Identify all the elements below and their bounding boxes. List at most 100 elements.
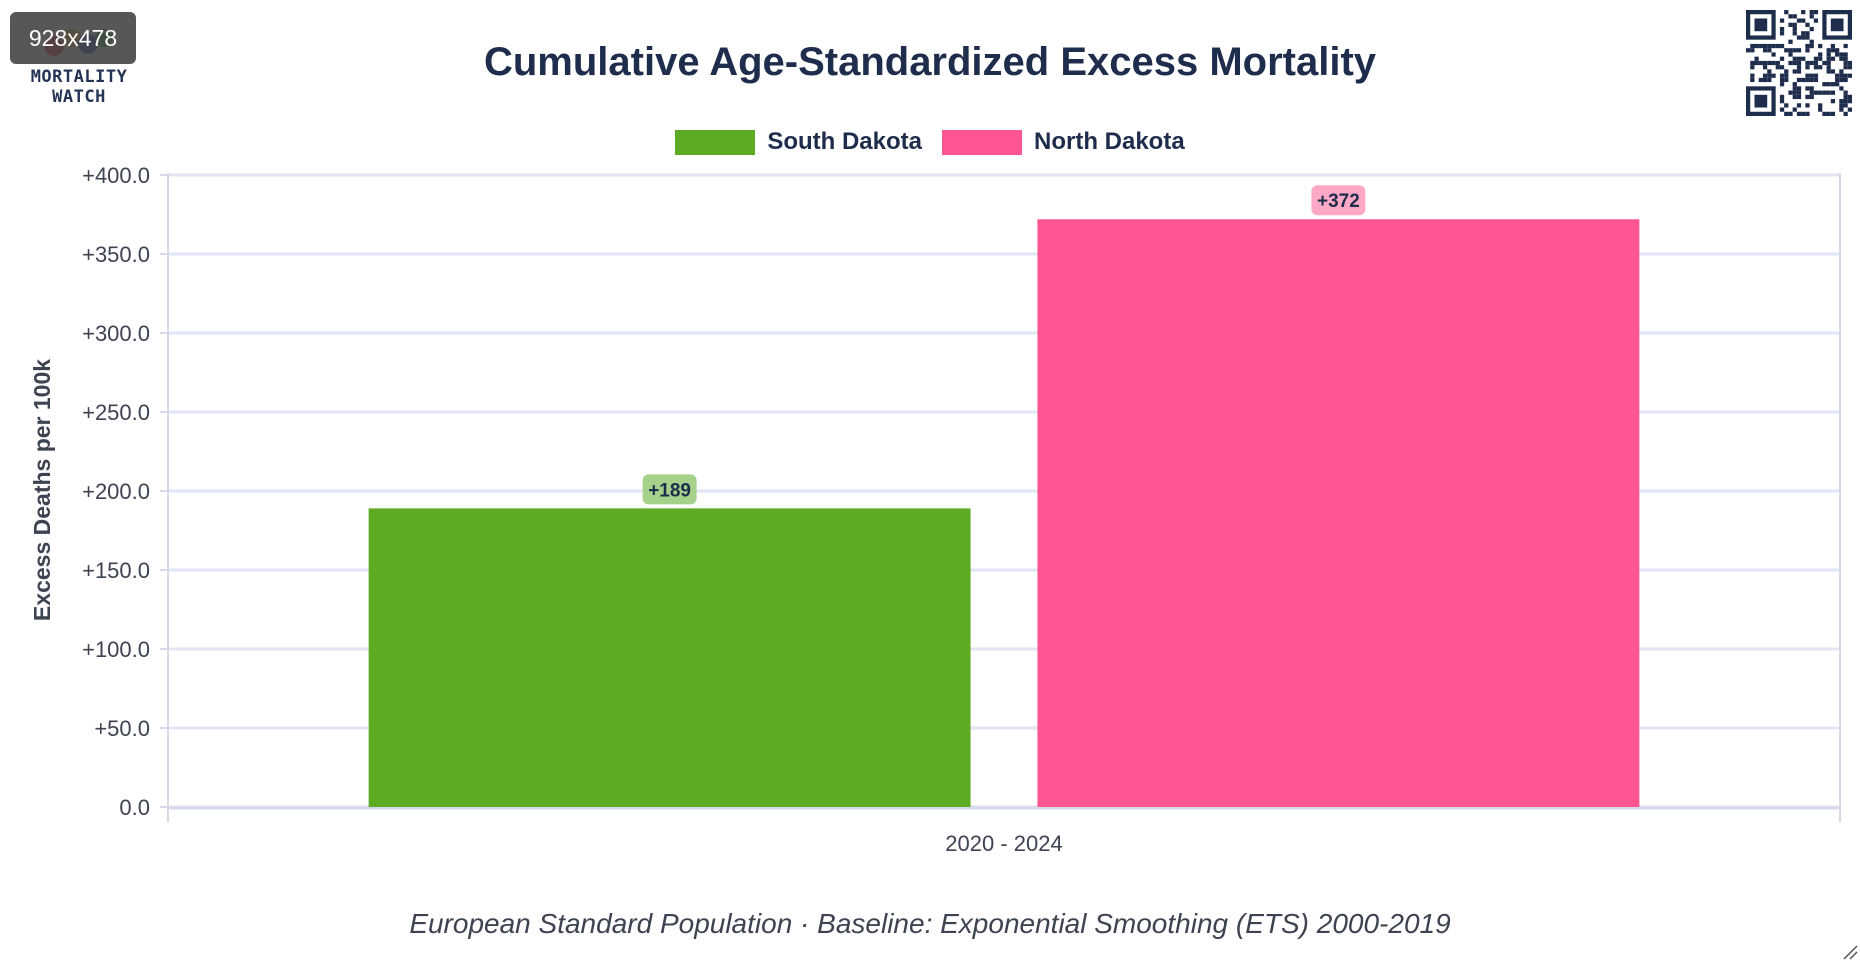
qr-module <box>1826 48 1831 53</box>
qr-module <box>1779 56 1785 61</box>
qr-module <box>1754 60 1759 66</box>
qr-module <box>1796 60 1802 66</box>
qr-module <box>1779 43 1785 49</box>
x-tick-label: 2020 - 2024 <box>945 831 1062 856</box>
qr-module <box>1779 18 1785 23</box>
viewport-size-badge: 928x478 <box>10 12 136 64</box>
qr-code-icon[interactable] <box>1746 10 1852 116</box>
qr-module <box>1805 77 1810 83</box>
qr-module <box>1762 48 1768 53</box>
qr-module <box>1796 18 1802 23</box>
qr-module <box>1792 82 1797 87</box>
y-tick-label: +100.0 <box>82 637 150 662</box>
qr-module <box>1843 65 1848 70</box>
qr-module <box>1813 65 1819 70</box>
qr-module <box>1801 31 1806 36</box>
resize-handle-icon[interactable] <box>1842 944 1858 960</box>
qr-module <box>1843 77 1848 83</box>
y-tick-label: +50.0 <box>94 716 150 741</box>
qr-module <box>1818 43 1823 49</box>
qr-module <box>1779 31 1785 36</box>
qr-module <box>1809 14 1814 19</box>
qr-module <box>1822 90 1827 95</box>
qr-module <box>1762 77 1768 83</box>
qr-module <box>1750 77 1755 83</box>
logo-text: MORTALITY WATCH <box>14 67 144 107</box>
qr-module <box>1822 60 1827 66</box>
qr-module <box>1792 60 1797 66</box>
qr-module <box>1818 107 1823 112</box>
qr-module <box>1843 94 1848 100</box>
qr-module <box>1779 107 1785 112</box>
logo-text-line2: WATCH <box>52 87 106 107</box>
qr-module <box>1847 73 1852 78</box>
legend-swatch-north-dakota <box>942 129 1022 155</box>
qr-module <box>1758 43 1763 49</box>
qr-module <box>1818 90 1823 95</box>
qr-module <box>1750 43 1755 49</box>
y-tick-label: 0.0 <box>119 795 150 820</box>
qr-module <box>1822 82 1827 87</box>
qr-module <box>1767 43 1772 49</box>
y-axis-title: Excess Deaths per 100k <box>29 359 55 621</box>
qr-module <box>1805 73 1810 78</box>
qr-module <box>1788 14 1793 19</box>
qr-module <box>1830 111 1836 116</box>
qr-module <box>1830 56 1836 61</box>
qr-module <box>1809 77 1814 83</box>
qr-module <box>1830 99 1836 104</box>
qr-module <box>1758 77 1763 83</box>
data-label-background <box>642 474 697 505</box>
qr-module <box>1847 107 1852 112</box>
qr-module <box>1796 48 1802 53</box>
qr-module <box>1805 43 1810 49</box>
legend-item-south-dakota[interactable]: South Dakota <box>675 128 922 156</box>
qr-module <box>1813 90 1819 95</box>
qr-module <box>1792 26 1797 32</box>
qr-module <box>1813 77 1819 83</box>
qr-module <box>1839 77 1844 83</box>
qr-module <box>1767 69 1772 74</box>
qr-module <box>1801 18 1806 23</box>
qr-module <box>1835 52 1840 57</box>
qr-module <box>1784 10 1789 15</box>
qr-module <box>1809 86 1814 91</box>
qr-module <box>1792 90 1797 95</box>
qr-module <box>1809 39 1814 44</box>
qr-module <box>1809 60 1814 66</box>
qr-module <box>1847 94 1852 100</box>
qr-module <box>1788 52 1793 57</box>
qr-module <box>1847 60 1852 66</box>
qr-module <box>1792 56 1797 61</box>
qr-module <box>1818 56 1823 61</box>
qr-module <box>1796 77 1802 83</box>
qr-module <box>1758 60 1763 66</box>
qr-module <box>1839 69 1844 74</box>
qr-module <box>1779 82 1785 87</box>
qr-module <box>1788 90 1793 95</box>
qr-module <box>1779 73 1785 78</box>
qr-module <box>1788 111 1793 116</box>
qr-module <box>1805 86 1810 91</box>
qr-module <box>1843 111 1848 116</box>
qr-module <box>1818 103 1823 108</box>
chart-title: Cumulative Age-Standardized Excess Morta… <box>483 40 1377 84</box>
qr-module <box>1792 69 1797 74</box>
logo-text-line1: MORTALITY <box>30 67 128 87</box>
qr-module <box>1826 69 1831 74</box>
qr-module <box>1779 26 1785 32</box>
qr-module <box>1809 26 1814 32</box>
qr-module <box>1750 48 1755 53</box>
chart-footnote: European Standard Population · Baseline:… <box>409 908 1451 939</box>
qr-module <box>1767 77 1772 83</box>
qr-module <box>1830 82 1836 87</box>
qr-module <box>1796 90 1802 95</box>
qr-module <box>1813 73 1819 78</box>
qr-module <box>1835 77 1840 83</box>
qr-module <box>1788 48 1793 53</box>
qr-module <box>1818 52 1823 57</box>
qr-module <box>1779 99 1785 104</box>
legend-item-north-dakota[interactable]: North Dakota <box>942 128 1185 156</box>
qr-module <box>1788 60 1793 66</box>
